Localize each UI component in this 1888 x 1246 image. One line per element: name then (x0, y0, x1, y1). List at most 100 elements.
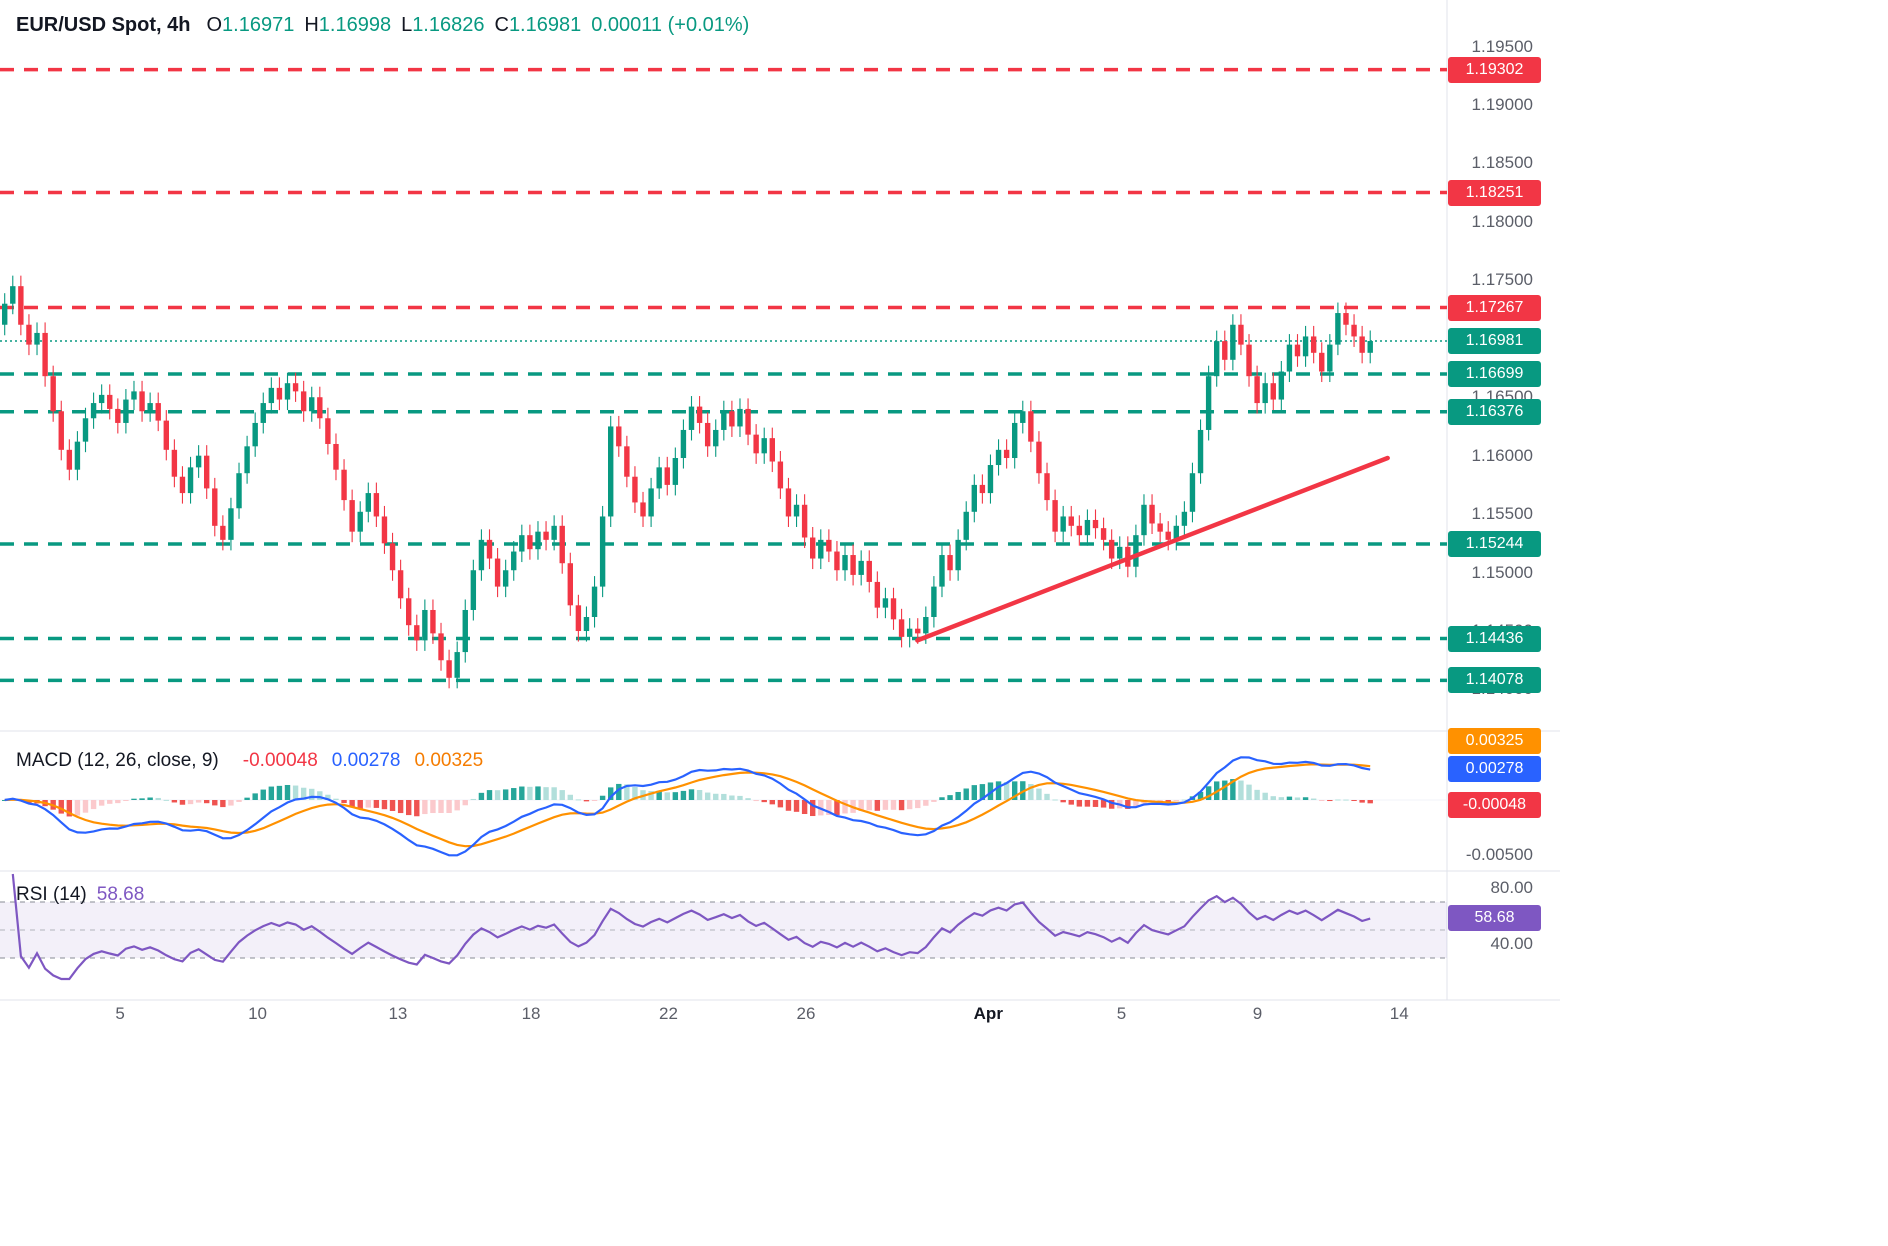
macd-hist-bar (745, 798, 751, 800)
candle-body (1310, 336, 1317, 353)
macd-signal-line (4, 763, 1371, 848)
macd-hist-bar (753, 800, 759, 802)
candle-body (567, 563, 573, 606)
macd-hist-bar (438, 800, 444, 814)
candle-body (292, 383, 299, 392)
candle-body (1157, 523, 1163, 532)
candle-body (422, 609, 428, 641)
candle-body (939, 555, 945, 587)
candle-body (147, 403, 153, 412)
macd-hist-bar (268, 786, 275, 800)
macd-hist-bar (123, 800, 129, 801)
macd-hist-bar (470, 798, 477, 800)
macd-hist-bar (131, 798, 137, 800)
rsi-legend: RSI (14) 58.68 (16, 884, 158, 906)
candle-body (818, 539, 824, 559)
ohlc-high: H1.16998 (304, 14, 392, 36)
candle-body (1100, 528, 1107, 540)
macd-hist-bar (1165, 800, 1171, 802)
time-scale[interactable]: 5 10 13 18 22 26 Apr 5 9 14 (0, 1004, 1447, 1030)
candle-body (535, 531, 541, 550)
macd-hist-bar (1181, 799, 1188, 801)
candle-body (179, 476, 186, 494)
macd-hist-bar (179, 800, 186, 805)
candle-body (1214, 341, 1220, 377)
macd-hist-bar (1262, 792, 1268, 800)
macd-hist-bar (1100, 800, 1107, 808)
candle-body (1133, 535, 1139, 567)
macd-hist-bar (769, 800, 775, 805)
candle-body (1238, 324, 1244, 345)
axis-tick-label: 1.18000 (1471, 211, 1533, 231)
axis-tick-label: 1.19000 (1471, 94, 1533, 114)
candle-body (341, 469, 347, 501)
candle-body (616, 426, 622, 447)
change-value: 0.00011 (+0.01%) (591, 14, 750, 36)
candle-body (1012, 422, 1018, 459)
macd-hist-bar (1367, 800, 1373, 804)
candle-body (955, 539, 961, 571)
axis-tick-label: 1.17500 (1471, 270, 1533, 290)
macd-hist-bar (704, 792, 711, 800)
axis-tick-label: 80.00 (1490, 878, 1533, 897)
macd-hist-bar (866, 800, 872, 811)
candle-body (1302, 336, 1309, 357)
macd-hist-bar (1205, 786, 1212, 800)
candle-body (107, 394, 113, 409)
macd-hist-bar (608, 787, 614, 800)
candle-body (1197, 429, 1204, 474)
candle-body (1092, 519, 1099, 529)
macd-hist-bar (1286, 796, 1293, 800)
candle-body (648, 488, 654, 517)
macd-hist-bar (947, 795, 953, 800)
candle-body (713, 429, 719, 447)
candle-body (551, 525, 557, 540)
rsi-title[interactable]: RSI (14) (16, 884, 87, 905)
candle-body (26, 324, 32, 345)
candle-body (987, 465, 994, 494)
time-tick-label: 26 (796, 1004, 816, 1023)
candle-body (801, 504, 808, 538)
candle-body (155, 403, 161, 421)
macd-hist-bar (2, 800, 8, 801)
candle-body (1028, 411, 1034, 442)
candle-body (50, 376, 56, 412)
macd-hist-bar (1197, 791, 1204, 800)
candle-body (1359, 336, 1365, 353)
macd-title[interactable]: MACD (12, 26, close, 9) (16, 750, 219, 771)
candle-body (608, 426, 614, 517)
candle-body (696, 406, 703, 423)
symbol-title[interactable]: EUR/USD Spot, 4h (16, 14, 191, 36)
time-tick-label: 5 (1116, 1004, 1127, 1023)
macd-hist-bar (1319, 800, 1325, 801)
resistance-price-badge: 1.18251 (1448, 179, 1541, 206)
candle-body (656, 467, 662, 489)
macd-hist-bar (74, 800, 81, 816)
macd-hist-bar (842, 800, 848, 814)
macd-hist-bar (1052, 799, 1058, 801)
macd-hist-bar (66, 800, 73, 817)
macd-hist-bar (971, 785, 977, 800)
macd-hist-bar (915, 800, 921, 809)
macd-hist-bar (58, 800, 64, 814)
price-scale[interactable]: 1.195001.190001.185001.180001.175001.170… (0, 0, 1560, 1032)
macd-hist-bar (397, 800, 404, 814)
macd-hist-bar (357, 800, 363, 809)
candle-body (1343, 313, 1349, 325)
macd-hist-bar (979, 784, 986, 800)
macd-hist-bar (300, 787, 307, 800)
candle-body (810, 537, 816, 559)
rsi-value: 58.68 (96, 884, 145, 905)
macd-hist-bar (1036, 788, 1042, 800)
macd-hist-bar (502, 789, 509, 800)
macd-hist-bar (195, 800, 202, 803)
macd-hist-bar (1084, 800, 1091, 807)
macd-hist-bar (511, 788, 517, 800)
candle-body (519, 535, 525, 552)
macd-hist-bar (1335, 799, 1341, 801)
macd-hist-bar (212, 800, 218, 806)
macd-hist-bar (204, 800, 210, 804)
macd-line-value: 0.00278 (331, 750, 401, 771)
macd-hist-bar (777, 800, 784, 808)
